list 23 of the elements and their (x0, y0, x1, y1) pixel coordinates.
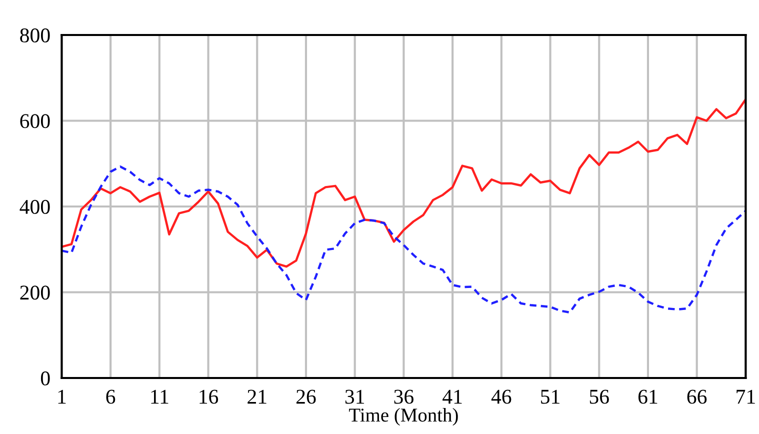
line-series (62, 166, 746, 314)
x-tick-label: 36 (394, 390, 414, 404)
y-tick-label: 200 (20, 286, 50, 300)
x-axis-title: Time (Month) (349, 408, 458, 426)
x-tick-label: 56 (590, 390, 609, 404)
x-tick-label: 46 (491, 390, 512, 404)
x-tick-label: 16 (200, 390, 218, 404)
x-tick-label: 26 (296, 390, 316, 404)
x-tick-label: 41 (442, 390, 462, 404)
line-series (62, 98, 746, 268)
x-tick-label: 31 (345, 390, 364, 404)
x-tick-label: 51 (541, 390, 560, 404)
y-tick-label: 800 (20, 28, 50, 42)
x-tick-label: 66 (687, 390, 707, 404)
y-tick-label: 600 (20, 114, 50, 128)
y-tick-label: 0 (40, 371, 50, 386)
x-tick-label: 21 (248, 390, 266, 404)
x-tick-label: 11 (151, 390, 168, 404)
x-tick-label: 71 (736, 390, 755, 404)
y-tick-label: 400 (20, 200, 50, 214)
x-tick-label: 1 (58, 390, 66, 404)
x-tick-label: 6 (106, 390, 116, 404)
x-tick-label: 61 (638, 390, 658, 404)
